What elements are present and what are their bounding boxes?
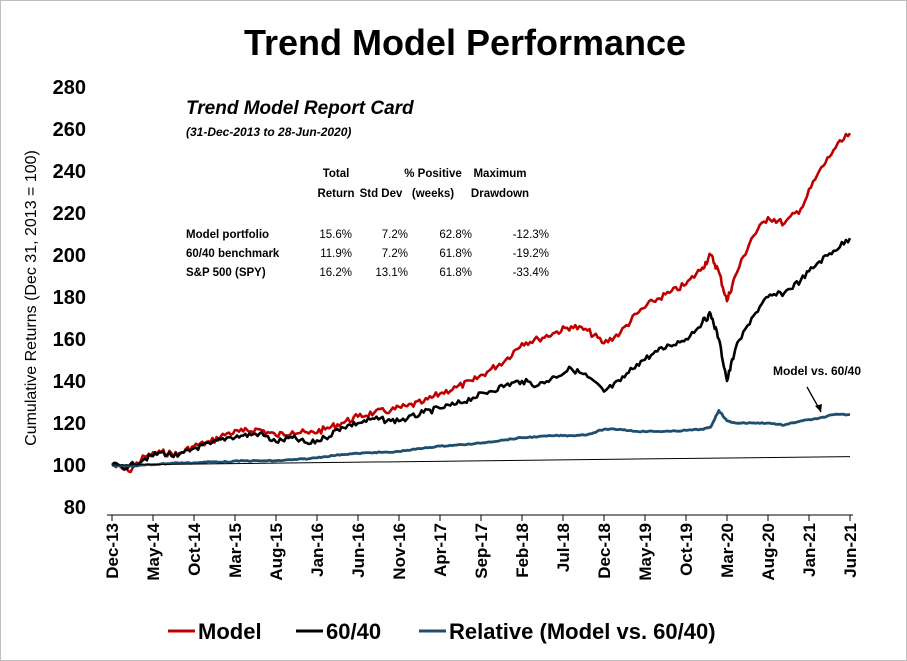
report-card-cell: -33.4% xyxy=(513,267,549,279)
report-card-header: (weeks) xyxy=(412,188,454,200)
x-tick-label: Dec-13 xyxy=(103,523,122,579)
legend: Model 60/40 Relative (Model vs. 60/40) xyxy=(168,619,716,644)
y-tick-label: 220 xyxy=(53,203,86,225)
report-card-cell: -12.3% xyxy=(513,229,549,241)
report-card-header: Drawdown xyxy=(471,188,529,200)
report-card-cell: 61.8% xyxy=(439,248,472,260)
report-card-header: Return xyxy=(317,188,354,200)
x-tick-label: May-19 xyxy=(636,523,655,581)
x-tick-label: Oct-19 xyxy=(677,523,696,576)
annotation-layer: Model vs. 60/40 xyxy=(773,364,861,413)
report-card: Trend Model Report Card (31-Dec-2013 to … xyxy=(186,98,549,279)
report-card-header: Total xyxy=(323,168,350,180)
x-tick-label: Dec-18 xyxy=(595,523,614,579)
series-line-relative-model-vs-60-40 xyxy=(111,409,850,468)
report-card-header: Std Dev xyxy=(360,188,403,200)
x-tick-label: May-14 xyxy=(144,522,163,580)
report-card-subtitle: (31-Dec-2013 to 28-Jun-2020) xyxy=(186,125,351,139)
x-tick-label: Mar-15 xyxy=(226,523,245,578)
report-card-row-label: S&P 500 (SPY) xyxy=(186,267,266,279)
report-card-cell: 11.9% xyxy=(320,248,352,260)
series-line-model xyxy=(111,132,852,474)
report-card-header: Maximum xyxy=(473,168,526,180)
y-tick-label: 280 xyxy=(53,77,86,99)
report-card-row-label: Model portfolio xyxy=(186,229,269,241)
legend-label: Model xyxy=(198,619,262,644)
x-tick-label: Jan-21 xyxy=(800,523,819,577)
x-tick-label: Nov-16 xyxy=(390,523,409,580)
x-tick-label: Apr-17 xyxy=(431,523,450,577)
annotation-label: Model vs. 60/40 xyxy=(773,364,861,378)
x-tick-label: Jun-21 xyxy=(841,523,860,578)
x-tick-label: Aug-20 xyxy=(759,523,778,581)
report-card-cell: 7.2% xyxy=(382,248,408,260)
y-tick-label: 260 xyxy=(53,119,86,141)
report-card-cell: 15.6% xyxy=(319,229,352,241)
y-axis-ticks: 80 100 120 140 160 180 200 220 240 260 280 xyxy=(53,77,86,519)
x-tick-label: Mar-20 xyxy=(718,523,737,578)
legend-label: Relative (Model vs. 60/40) xyxy=(449,619,716,644)
report-card-cell: -19.2% xyxy=(513,248,549,260)
y-axis-label: Cumulative Returns (Dec 31, 2013 = 100) xyxy=(23,150,40,446)
legend-label: 60/40 xyxy=(326,619,381,644)
y-tick-label: 80 xyxy=(64,497,86,519)
y-tick-label: 100 xyxy=(53,455,86,477)
x-tick-label: Jan-16 xyxy=(308,523,327,577)
x-tick-label: Feb-18 xyxy=(513,523,532,578)
y-tick-label: 200 xyxy=(53,245,86,267)
report-card-cell: 61.8% xyxy=(439,267,472,279)
x-tick-label: Sep-17 xyxy=(472,523,491,579)
x-tick-label: Oct-14 xyxy=(185,522,204,575)
y-tick-label: 180 xyxy=(53,287,86,309)
y-tick-label: 240 xyxy=(53,161,86,183)
series-line-60-40 xyxy=(111,237,852,471)
x-tick-label: Aug-15 xyxy=(267,523,286,581)
y-tick-label: 120 xyxy=(53,413,86,435)
y-tick-label: 160 xyxy=(53,329,86,351)
x-tick-label: Jul-18 xyxy=(554,523,573,572)
report-card-cell: 13.1% xyxy=(375,267,408,279)
report-card-cell: 7.2% xyxy=(382,229,408,241)
y-tick-label: 140 xyxy=(53,371,86,393)
report-card-header: % Positive xyxy=(404,168,462,180)
report-card-cell: 16.2% xyxy=(319,267,352,279)
annotation-arrowhead xyxy=(815,404,822,412)
x-tick-label: Jun-16 xyxy=(349,523,368,578)
report-card-row-label: 60/40 benchmark xyxy=(186,248,280,260)
chart-title: Trend Model Performance xyxy=(244,22,686,63)
series-layer xyxy=(111,132,852,474)
report-card-cell: 62.8% xyxy=(439,229,472,241)
report-card-title: Trend Model Report Card xyxy=(186,98,414,119)
x-axis-ticks: Dec-13 May-14 Oct-14 Mar-15 Aug-15 Jan-16 Jun-… xyxy=(103,514,860,581)
series-line-baseline xyxy=(111,456,851,466)
